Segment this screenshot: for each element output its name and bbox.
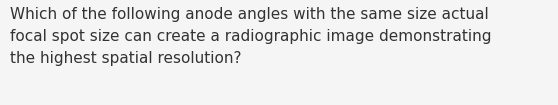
Text: Which of the following anode angles with the same size actual
focal spot size ca: Which of the following anode angles with… (10, 7, 492, 66)
